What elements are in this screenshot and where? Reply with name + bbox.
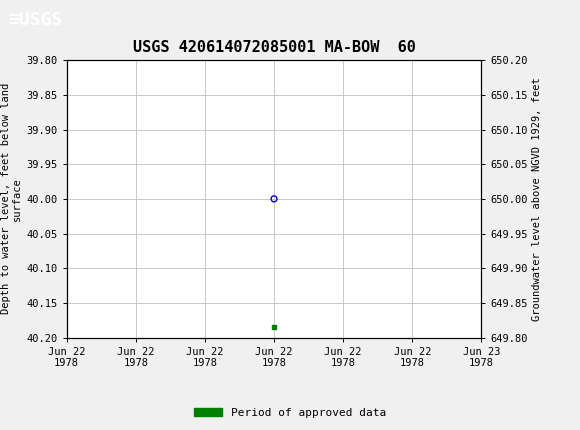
Y-axis label: Depth to water level, feet below land
surface: Depth to water level, feet below land su… xyxy=(1,83,22,314)
Text: ≡USGS: ≡USGS xyxy=(9,12,63,29)
Legend: Period of approved data: Period of approved data xyxy=(190,403,390,422)
Point xyxy=(269,324,279,331)
Point xyxy=(269,195,279,203)
Title: USGS 420614072085001 MA-BOW  60: USGS 420614072085001 MA-BOW 60 xyxy=(133,40,415,55)
Y-axis label: Groundwater level above NGVD 1929, feet: Groundwater level above NGVD 1929, feet xyxy=(532,77,542,321)
